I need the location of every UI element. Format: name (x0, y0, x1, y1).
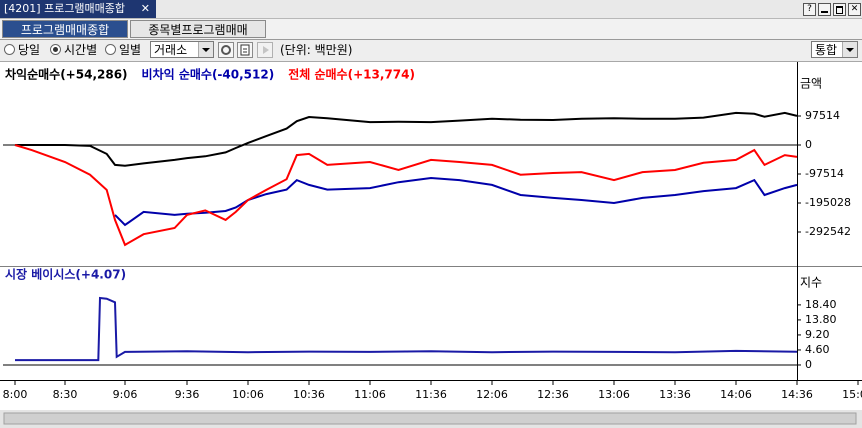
y-axis-label: 지수 (800, 276, 822, 290)
y-axis-label: 금액 (800, 77, 822, 91)
chart-background (0, 62, 862, 428)
x-tick-label: 13:06 (598, 388, 630, 401)
radio-label: 시간별 (64, 43, 98, 57)
title-bar: [4201] 프로그램매매종합 ✕ ? ✕ (0, 0, 862, 19)
tab[interactable]: 프로그램매매종합 (2, 20, 128, 38)
x-tick-label: 10:36 (293, 388, 325, 401)
y-tick-label: 0 (805, 138, 812, 151)
x-tick-label: 10:06 (232, 388, 264, 401)
x-tick-label: 14:36 (781, 388, 813, 401)
play-button[interactable] (257, 42, 273, 58)
y-tick-label: -195028 (805, 196, 851, 209)
close-tab[interactable]: ✕ (140, 2, 150, 15)
icon (240, 44, 250, 56)
refresh-button[interactable] (218, 42, 234, 58)
y-tick-label: 4.60 (805, 343, 830, 356)
x-tick-label: 12:36 (537, 388, 569, 401)
radio[interactable]: 일별 (105, 43, 141, 58)
series-line (15, 111, 798, 167)
legend-entry: 전체 순매수(+13,774) (288, 67, 415, 82)
x-tick-label: 11:06 (354, 388, 386, 401)
x-tick-label: 12:06 (476, 388, 508, 401)
tab[interactable]: 종목별프로그램매매 (130, 20, 266, 38)
x-tick-label: 8:00 (3, 388, 28, 401)
chart: 금액 97514 0 -97514 -195028 -292542 차익순매수(+54,28… (0, 62, 862, 428)
radio[interactable]: 시간별 (50, 43, 97, 58)
window-title: [4201] 프로그램매매종합 (4, 2, 126, 15)
y-tick-label: 18.40 (805, 298, 837, 311)
window-tab[interactable]: [4201] 프로그램매매종합 ✕ (0, 0, 156, 18)
y-tick-label: 9.20 (805, 328, 830, 341)
x-tick-label: 13:36 (659, 388, 691, 401)
series-line (15, 296, 798, 362)
y-tick-label: 0 (805, 358, 812, 371)
icon (221, 45, 231, 55)
dropdown-arrow (198, 42, 213, 57)
y-tick-label: 97514 (805, 109, 840, 122)
x-tick-label: 15:06 (842, 388, 862, 401)
series-line (114, 176, 798, 227)
toolbar: 당일 시간별 일별 거래소 (단위: 백만원) 통합 (0, 40, 862, 62)
y-tick-label: -97514 (805, 167, 844, 180)
dropdown-arrow (842, 42, 857, 57)
radio-dot (50, 44, 61, 55)
radio-dot (105, 44, 116, 55)
radio-label: 일별 (119, 43, 142, 57)
market-select[interactable]: 거래소 (150, 41, 214, 58)
x-tick-label: 9:06 (113, 388, 138, 401)
select-value: 통합 (815, 43, 838, 57)
x-tick-label: 8:30 (53, 388, 78, 401)
scroll-thumb[interactable] (3, 412, 857, 425)
minimize-button[interactable] (818, 3, 831, 16)
unit-label: (단위: 백만원) (280, 43, 353, 57)
icon (263, 46, 269, 54)
y-tick-label: -292542 (805, 225, 851, 238)
view-select[interactable]: 통합 (811, 41, 858, 58)
x-tick-label: 11:36 (415, 388, 447, 401)
select-value: 거래소 (154, 43, 188, 57)
close-button[interactable]: ✕ (848, 3, 861, 16)
x-tick-label: 14:06 (720, 388, 752, 401)
x-tick-label: 9:36 (175, 388, 200, 401)
series-line (14, 144, 798, 247)
tab-bar: 프로그램매매종합 종목별프로그램매매 (0, 19, 862, 40)
maximize-button[interactable] (833, 3, 846, 16)
radio[interactable]: 당일 (4, 43, 40, 58)
y-tick-label: 13.80 (805, 313, 837, 326)
legend-entry: 차익순매수(+54,286) (5, 67, 128, 82)
radio-label: 당일 (18, 43, 41, 57)
help-button[interactable]: ? (803, 3, 816, 16)
radio-dot (4, 44, 15, 55)
export-button[interactable] (237, 42, 253, 58)
legend-entry: 비차익 순매수(-40,512) (142, 67, 275, 82)
legend-entry: 시장 베이시스(+4.07) (5, 267, 126, 282)
